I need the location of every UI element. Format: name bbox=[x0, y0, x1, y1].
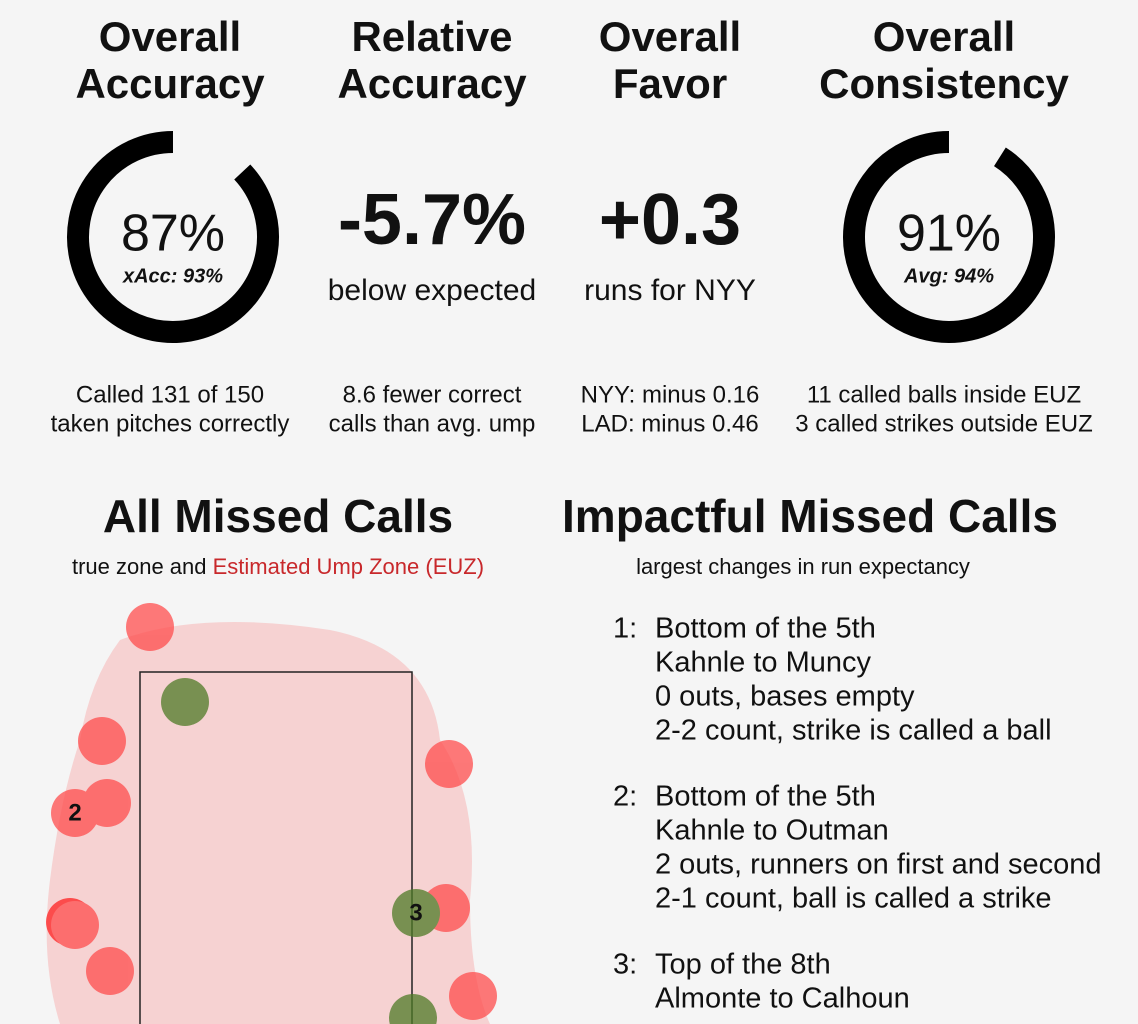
pitch bbox=[425, 740, 473, 788]
item-line: 2-1 count, ball is called a strike bbox=[655, 883, 1052, 915]
euz-area bbox=[46, 622, 491, 1024]
subtitle-red: Estimated Ump Zone (EUZ) bbox=[213, 554, 484, 579]
gauge-arc bbox=[67, 131, 279, 343]
item-line: 2-2 count, strike is called a ball bbox=[655, 715, 1052, 747]
metric-note: taken pitches correctly bbox=[51, 410, 290, 437]
metric-title: Accuracy bbox=[337, 60, 527, 107]
pitch bbox=[449, 972, 497, 1020]
strike-zone bbox=[139, 671, 413, 1024]
metric-sub: runs for NYY bbox=[584, 274, 756, 307]
pitch bbox=[161, 678, 209, 726]
item-line: 2 outs, runners on first and second bbox=[655, 849, 1102, 881]
metric-note: 3 called strikes outside EUZ bbox=[795, 410, 1092, 437]
metric-value: +0.3 bbox=[599, 180, 741, 260]
pitch bbox=[389, 994, 437, 1024]
metric-value: -5.7% bbox=[338, 180, 526, 260]
item-number: 1: bbox=[613, 613, 637, 645]
missed-title: All Missed Calls bbox=[103, 490, 453, 542]
metric-note: NYY: minus 0.16 bbox=[581, 381, 760, 408]
gauge-value: 87% bbox=[121, 205, 225, 263]
metric-title: Accuracy bbox=[75, 60, 265, 107]
item-number: 3: bbox=[613, 949, 637, 981]
gauge-sub: xAcc: 93% bbox=[122, 265, 223, 287]
metric-note: 8.6 fewer correct bbox=[343, 381, 522, 408]
pitch bbox=[78, 717, 126, 765]
pitch-label: 2 bbox=[68, 799, 81, 826]
metric-title: Favor bbox=[613, 60, 727, 107]
pitch bbox=[86, 947, 134, 995]
metric-note: 11 called balls inside EUZ bbox=[807, 381, 1081, 408]
missed-subtitle: true zone and Estimated Ump Zone (EUZ) bbox=[72, 554, 484, 579]
pitch bbox=[51, 901, 99, 949]
pitch bbox=[126, 603, 174, 651]
item-number: 2: bbox=[613, 781, 637, 813]
item-line: Top of the 8th bbox=[655, 949, 831, 981]
item-line: Kahnle to Outman bbox=[655, 815, 889, 847]
impactful-subtitle: largest changes in run expectancy bbox=[636, 554, 970, 579]
metric-sub: below expected bbox=[328, 274, 536, 307]
pitch-label: 3 bbox=[409, 899, 422, 926]
metric-note: calls than avg. ump bbox=[329, 410, 536, 437]
subtitle-plain: true zone and bbox=[72, 554, 207, 579]
metric-title: Overall bbox=[873, 13, 1015, 60]
metric-note: Called 131 of 150 bbox=[76, 381, 264, 408]
item-line: Almonte to Calhoun bbox=[655, 983, 910, 1015]
item-line: Bottom of the 5th bbox=[655, 781, 876, 813]
zone-plot: 2 3 bbox=[46, 603, 497, 1024]
metric-title: Relative bbox=[351, 13, 512, 60]
item-line: Kahnle to Muncy bbox=[655, 647, 872, 679]
metric-title: Overall bbox=[99, 13, 241, 60]
gauge-sub: Avg: 94% bbox=[903, 265, 994, 287]
gauge-arc bbox=[843, 131, 1055, 343]
metric-title: Overall bbox=[599, 13, 741, 60]
pitches bbox=[46, 603, 497, 1024]
gauge-value: 91% bbox=[897, 205, 1001, 263]
pitch bbox=[51, 789, 99, 837]
metric-title: Consistency bbox=[819, 60, 1069, 107]
item-line: 0 outs, bases empty bbox=[655, 681, 915, 713]
impactful-title: Impactful Missed Calls bbox=[562, 490, 1058, 542]
item-line: Bottom of the 5th bbox=[655, 613, 876, 645]
pitch bbox=[392, 889, 440, 937]
metric-note: LAD: minus 0.46 bbox=[581, 410, 758, 437]
